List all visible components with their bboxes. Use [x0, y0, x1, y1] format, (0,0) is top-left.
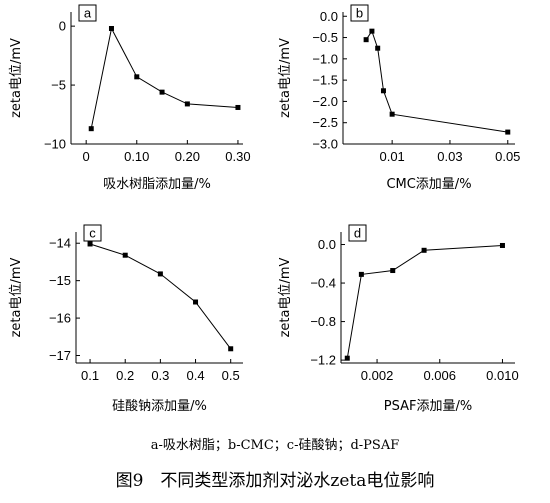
series-line — [89, 243, 232, 350]
x-axis-label: CMC添加量/% — [386, 177, 471, 192]
y-tick-label: −0.8 — [310, 314, 336, 329]
data-point — [369, 28, 375, 34]
x-tick-label: 0.5 — [222, 368, 240, 383]
x-tick-label: 0.3 — [151, 368, 169, 383]
data-point — [390, 268, 396, 274]
y-tick-label: 0.0 — [320, 9, 338, 24]
data-point — [193, 299, 199, 305]
caption-legend: a-吸水树脂；b-CMC；c-硅酸钠；d-PSAF — [150, 438, 400, 453]
x-tick-label: 0.002 — [361, 368, 394, 383]
series-line — [346, 245, 503, 359]
x-tick-label: 0.20 — [175, 149, 200, 164]
panel-label-box — [350, 4, 369, 22]
series-line — [365, 30, 508, 133]
series-line — [90, 27, 238, 129]
x-tick-label: 0.30 — [225, 149, 250, 164]
y-tick-label: −10 — [44, 137, 66, 152]
y-tick-label: −2.0 — [312, 94, 338, 109]
data-point — [235, 104, 241, 110]
panel-label: b — [356, 6, 363, 21]
y-tick-label: −17 — [49, 348, 71, 363]
panel-label: c — [89, 226, 96, 241]
data-point — [122, 252, 128, 258]
y-tick-label: 0.0 — [318, 237, 336, 252]
data-point — [159, 89, 165, 95]
x-tick-label: 0.4 — [186, 368, 204, 383]
y-axis-label: zeta电位/mV — [9, 38, 24, 118]
chart-panel-c: −17 −16 −15 −14 0.1 0.2 0.3 0.4 0.5 c 硅酸钠添加量/% zeta… — [9, 224, 243, 414]
data-point — [88, 126, 94, 132]
y-tick-label: −2.5 — [312, 115, 338, 130]
y-tick-label: −0.5 — [312, 30, 338, 45]
y-tick-label: −5 — [51, 78, 66, 93]
y-axis-label: zeta电位/mV — [278, 38, 293, 118]
data-point — [499, 242, 505, 248]
x-tick-label: 0 — [83, 149, 90, 164]
x-tick-label: 0.01 — [379, 149, 404, 164]
data-point — [87, 241, 93, 247]
data-point — [228, 346, 234, 352]
data-point — [421, 247, 427, 253]
y-tick-label: −1.5 — [312, 73, 338, 88]
panel-label: d — [354, 226, 361, 241]
chart-panel-a: −10 −5 0 0 0.10 0.20 0.30 a 吸水树脂添加量/% zeta电位/mV — [9, 4, 251, 192]
data-point — [134, 74, 140, 80]
panel-label-box — [83, 224, 102, 242]
data-point — [375, 45, 381, 51]
y-tick-label: −16 — [49, 311, 71, 326]
y-tick-label: −1.0 — [312, 51, 338, 66]
panel-label-box — [348, 224, 367, 242]
x-tick-label: 0.010 — [486, 368, 519, 383]
y-axis-label: zeta电位/mV — [9, 257, 24, 337]
x-tick-label: 0.2 — [116, 368, 134, 383]
figure-title: 图9 不同类型添加剂对泌水zeta电位影响 — [115, 471, 435, 491]
chart-panel-d: −1.2 −0.8 −0.4 0.0 0.002 0.006 0.010 d PSAF添加量/%… — [278, 224, 519, 414]
data-point — [389, 111, 395, 117]
data-point — [157, 271, 163, 277]
y-tick-label: −15 — [49, 273, 71, 288]
x-tick-label: 0.10 — [124, 149, 149, 164]
data-point — [505, 129, 511, 135]
y-tick-label: −1.2 — [310, 353, 336, 368]
x-axis-label: PSAF添加量/% — [384, 399, 472, 414]
data-point — [344, 355, 350, 361]
x-tick-label: 0.05 — [495, 149, 520, 164]
data-point — [380, 88, 386, 94]
data-point — [184, 101, 190, 107]
data-point — [108, 26, 114, 31]
x-axis-label: 硅酸钠添加量/% — [112, 399, 207, 414]
y-tick-label: 0 — [59, 19, 66, 34]
data-point — [363, 37, 369, 43]
panel-label-box — [78, 4, 97, 22]
panel-label: a — [84, 6, 92, 21]
x-tick-label: 0.03 — [437, 149, 462, 164]
y-tick-label: −14 — [49, 236, 71, 251]
x-tick-label: 0.006 — [423, 368, 456, 383]
y-tick-label: −0.4 — [310, 276, 336, 291]
y-axis-label: zeta电位/mV — [278, 257, 293, 337]
chart-panel-b: −3.0 −2.5 −2.0 −1.5 −1.0 −0.5 0.0 0.01 0.03 0.05 b… — [278, 4, 520, 192]
data-point — [358, 271, 364, 277]
x-axis-label: 吸水树脂添加量/% — [103, 177, 211, 192]
x-tick-label: 0.1 — [81, 368, 99, 383]
y-tick-label: −3.0 — [312, 137, 338, 152]
